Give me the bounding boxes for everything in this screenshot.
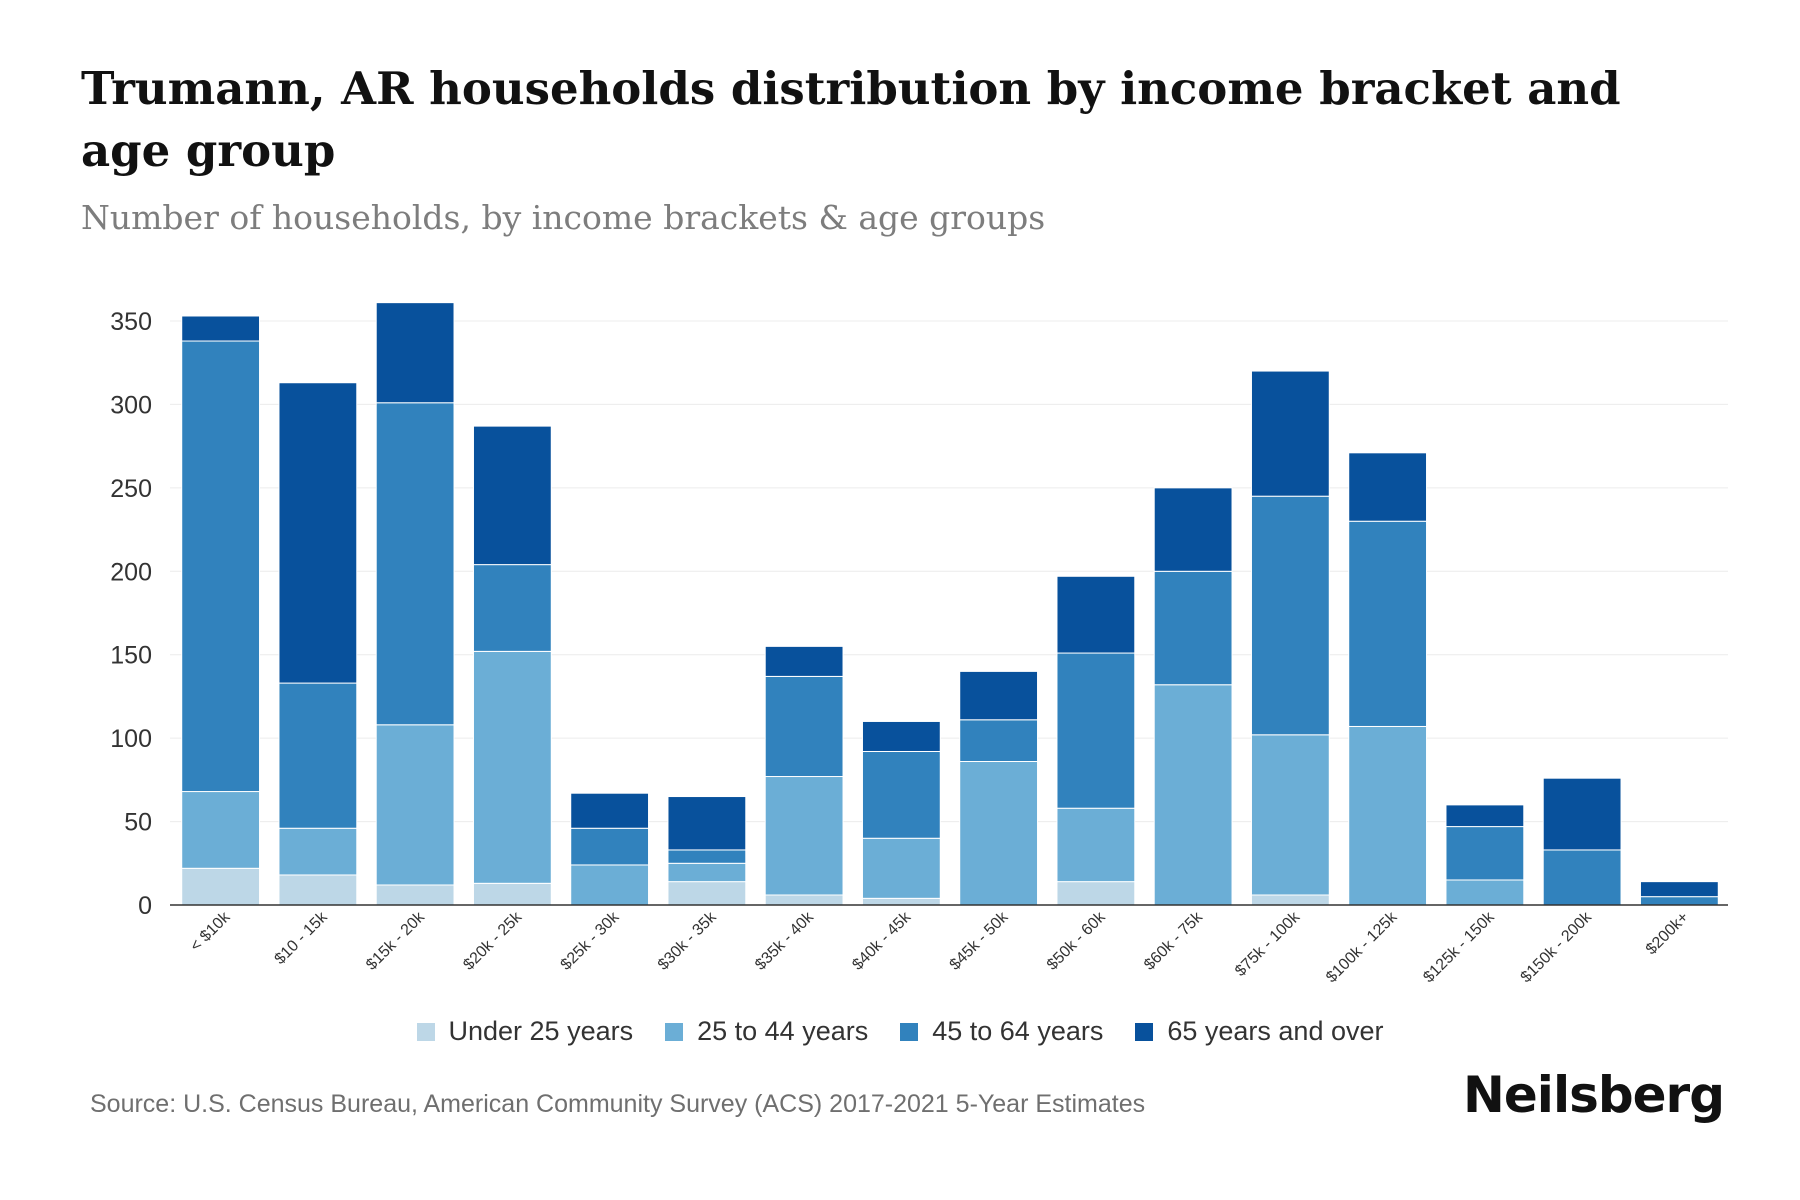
bar-segment xyxy=(375,884,455,906)
source-note: Source: U.S. Census Bureau, American Com… xyxy=(90,1090,1146,1118)
bar-segment xyxy=(181,791,261,869)
bar-segment xyxy=(1445,804,1525,828)
x-tick-label: $125k - 150k xyxy=(1420,908,1498,986)
bar-segment xyxy=(667,849,747,864)
bar-segment xyxy=(764,894,844,906)
bar-segment xyxy=(375,402,455,726)
legend-item-45-64: 45 to 64 years xyxy=(900,1016,1103,1047)
bar-segment xyxy=(1445,879,1525,906)
bar-segment xyxy=(472,650,552,884)
bar-segment xyxy=(278,874,358,906)
bar-segment xyxy=(570,864,650,906)
x-tick-label: $20k - 25k xyxy=(460,908,526,974)
bar-segment xyxy=(1056,807,1136,883)
bar-segment xyxy=(472,564,552,652)
bar-segment xyxy=(1250,734,1330,896)
bar-segment xyxy=(959,719,1039,763)
stacked-bar-chart: 0 50 100 150 200 250 300 350 < $10k $10 - 15k $15k… xyxy=(110,302,1728,986)
x-tick-label: $100k - 125k xyxy=(1323,908,1401,986)
bar-segment xyxy=(861,897,941,906)
bar-segment xyxy=(1348,520,1428,727)
bar-segment xyxy=(861,720,941,752)
x-tick-label: $50k - 60k xyxy=(1044,908,1110,974)
bar-segment xyxy=(278,827,358,876)
bar-segment xyxy=(181,340,261,793)
bar-segment xyxy=(472,882,552,906)
bar-segment xyxy=(1542,849,1622,906)
bar-segment xyxy=(667,862,747,883)
legend-label: 25 to 44 years xyxy=(697,1016,869,1046)
brand-logo: Neilsberg xyxy=(1463,1066,1725,1124)
bar-segment xyxy=(1056,575,1136,654)
bar-segment xyxy=(1153,684,1233,906)
bar-segment xyxy=(959,761,1039,906)
legend-swatch xyxy=(1135,1022,1154,1041)
y-tick-label: 250 xyxy=(110,475,152,503)
bar-segment xyxy=(1153,487,1233,572)
bar-segment xyxy=(764,776,844,896)
bar-segment xyxy=(1056,881,1136,906)
legend-swatch xyxy=(665,1022,684,1041)
x-tick-label: $15k - 20k xyxy=(363,908,429,974)
bar-segment xyxy=(278,682,358,829)
y-tick-label: 100 xyxy=(110,725,152,753)
legend-item-65-over: 65 years and over xyxy=(1135,1016,1384,1047)
y-tick-label: 350 xyxy=(110,308,152,336)
bar-segment xyxy=(375,302,455,404)
bar-segment xyxy=(1639,896,1719,906)
legend-item-25-44: 25 to 44 years xyxy=(665,1016,868,1047)
x-tick-label: $10 - 15k xyxy=(272,908,332,968)
bar-segment xyxy=(570,792,650,829)
legend-label: 45 to 64 years xyxy=(932,1016,1104,1046)
bar-segment xyxy=(181,867,261,906)
bar-segment xyxy=(1250,894,1330,906)
bar-segment xyxy=(1445,826,1525,881)
bar-segment xyxy=(472,425,552,566)
bar-segment xyxy=(375,724,455,886)
bar-segment xyxy=(570,827,650,866)
x-tick-label: $200k+ xyxy=(1643,909,1692,958)
x-tick-label: $30k - 35k xyxy=(655,908,721,974)
x-tick-label: < $10k xyxy=(187,908,234,955)
legend-swatch xyxy=(416,1022,435,1041)
bar-segment xyxy=(1639,881,1719,898)
bar-segment xyxy=(1250,495,1330,736)
bar-segment xyxy=(861,750,941,839)
bar-segment xyxy=(1056,652,1136,809)
x-tick-label: $35k - 40k xyxy=(752,908,818,974)
x-tick-label: $45k - 50k xyxy=(947,908,1013,974)
bar-segment xyxy=(1250,370,1330,497)
chart-subtitle: Number of households, by income brackets… xyxy=(81,198,1046,237)
legend-label: Under 25 years xyxy=(448,1016,634,1046)
bar-segment xyxy=(861,837,941,899)
bar-segment xyxy=(1348,452,1428,522)
x-tick-label: $150k - 200k xyxy=(1518,908,1596,986)
x-tick-label: $60k - 75k xyxy=(1141,908,1207,974)
chart-legend: Under 25 years 25 to 44 years 45 to 64 y… xyxy=(0,1016,1800,1047)
bar-segment xyxy=(667,796,747,851)
bar-segment xyxy=(1348,725,1428,906)
bar-segment xyxy=(181,315,261,342)
y-tick-label: 300 xyxy=(110,391,152,419)
y-tick-label: 50 xyxy=(124,809,152,837)
bar-segment xyxy=(1153,570,1233,686)
y-tick-label: 200 xyxy=(110,558,152,586)
legend-item-under-25: Under 25 years xyxy=(416,1016,634,1047)
bar-segment xyxy=(959,670,1039,721)
legend-label: 65 years and over xyxy=(1167,1016,1384,1046)
chart-title: Trumann, AR households distribution by i… xyxy=(81,62,1621,177)
bar-segment xyxy=(278,382,358,684)
x-tick-label: $40k - 45k xyxy=(849,908,915,974)
y-tick-label: 0 xyxy=(138,892,152,920)
bar-segment xyxy=(667,881,747,906)
y-tick-label: 150 xyxy=(110,642,152,670)
bar-segment xyxy=(764,645,844,677)
x-tick-label: $25k - 30k xyxy=(558,908,624,974)
bar-segment xyxy=(1542,777,1622,851)
legend-swatch xyxy=(900,1022,919,1041)
x-tick-label: $75k - 100k xyxy=(1232,908,1304,980)
bar-segment xyxy=(764,675,844,778)
